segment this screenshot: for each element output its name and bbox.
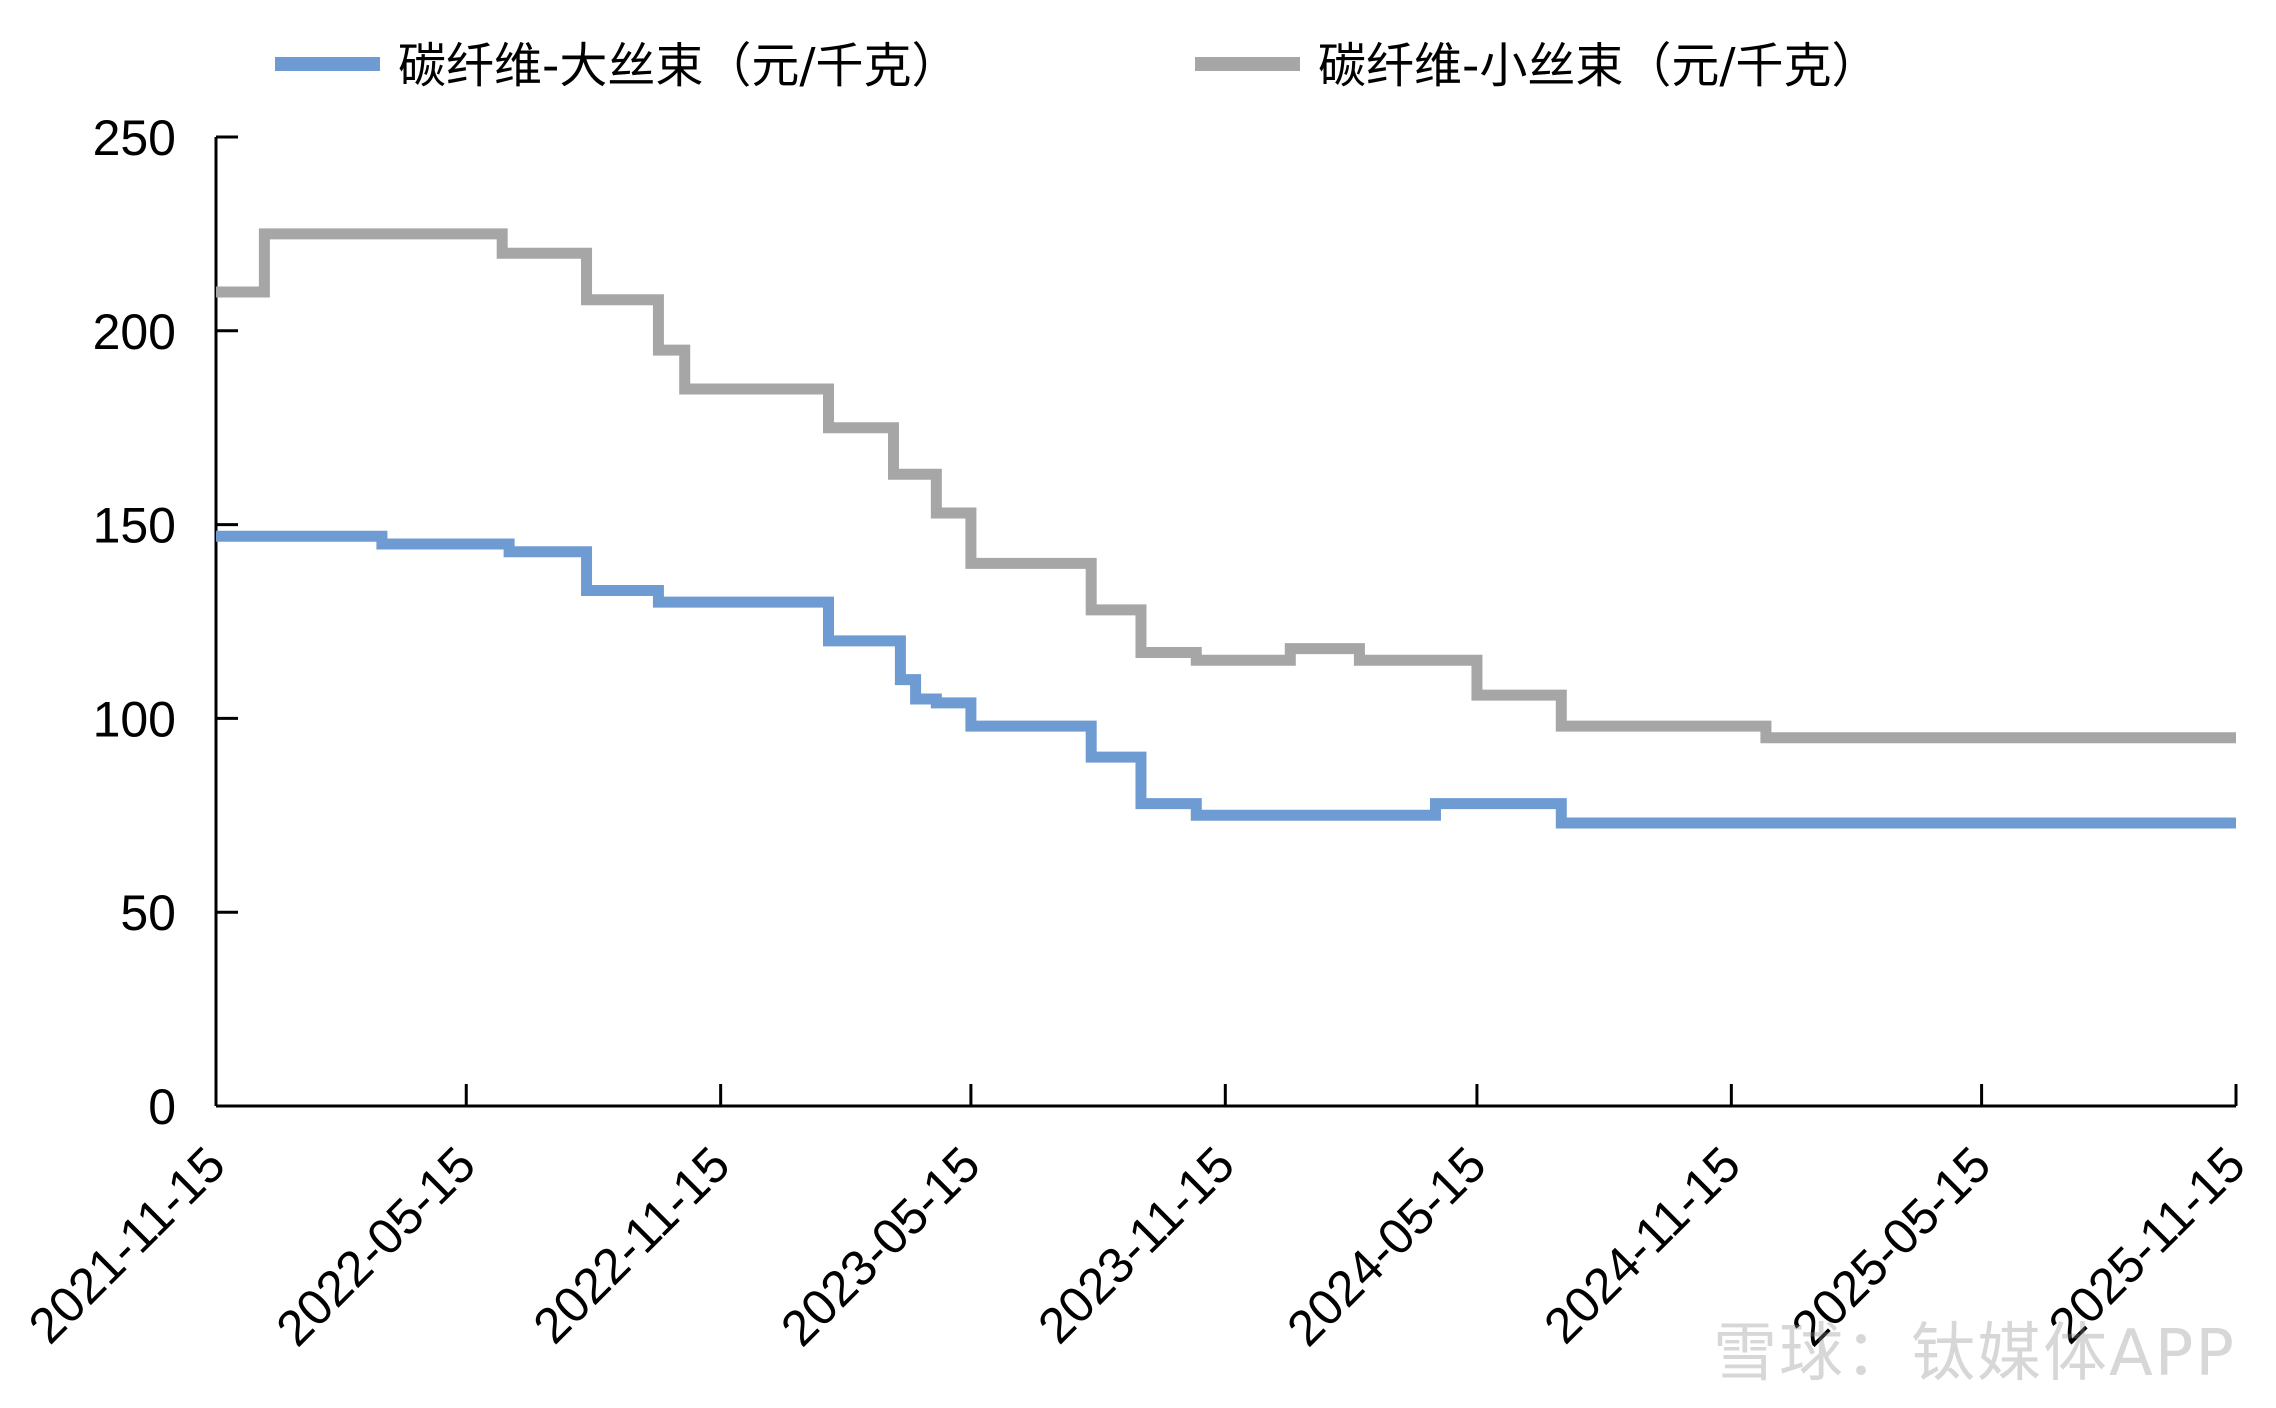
- y-tick-label: 100: [93, 691, 176, 747]
- x-tick-label: 2023-05-15: [770, 1136, 990, 1356]
- x-tick-label: 2024-05-15: [1276, 1136, 1496, 1356]
- y-tick-label: 250: [93, 110, 176, 166]
- y-tick-label: 150: [93, 498, 176, 554]
- series-line-large-tow: [216, 530, 2236, 829]
- series-layer: [216, 228, 2236, 829]
- x-tick-label: 2022-05-15: [266, 1136, 486, 1356]
- y-tick-label: 50: [120, 885, 176, 941]
- legend: 碳纤维-大丝束（元/千克） 碳纤维-小丝束（元/千克）: [275, 38, 1880, 94]
- x-tick-label: 2022-11-15: [523, 1136, 741, 1354]
- series-line-small-tow: [216, 228, 2236, 744]
- legend-label-large-tow: 碳纤维-大丝束（元/千克）: [398, 38, 960, 94]
- legend-label-small-tow: 碳纤维-小丝束（元/千克）: [1318, 38, 1880, 94]
- y-tick-label: 200: [93, 304, 176, 360]
- y-tick-label: 0: [148, 1079, 176, 1135]
- watermark: 雪球：钛媒体APP: [1713, 1317, 2236, 1391]
- y-axis-ticks: 0 50 100 150 200 250: [93, 110, 238, 1135]
- x-tick-label: 2023-11-15: [1027, 1136, 1245, 1354]
- x-tick-label: 2021-11-15: [18, 1136, 236, 1354]
